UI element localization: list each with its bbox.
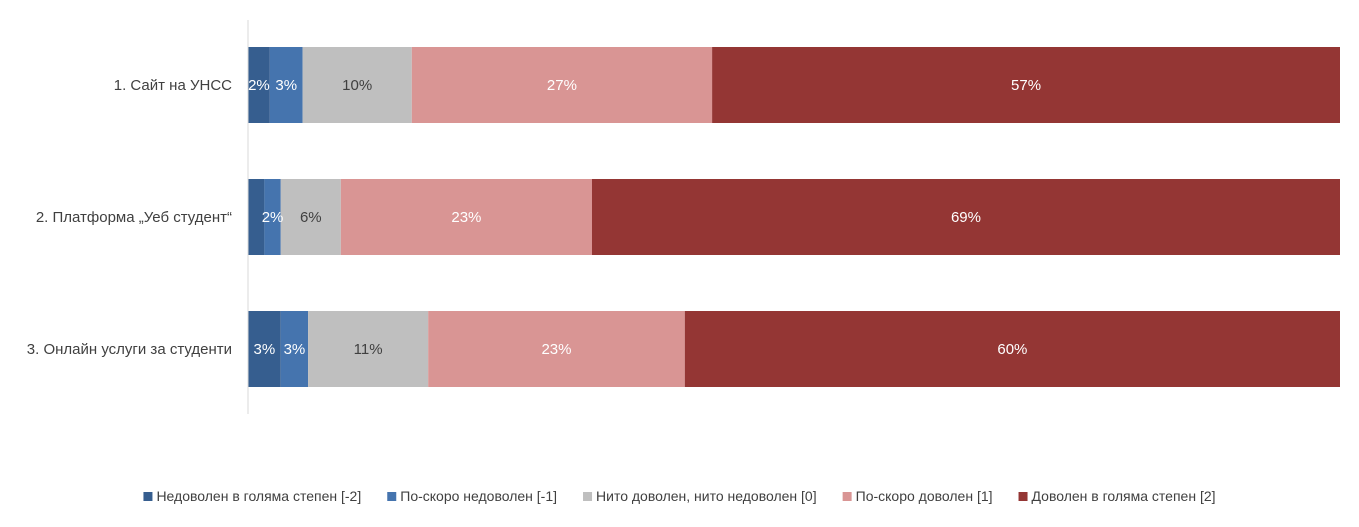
data-label: 69% (951, 209, 981, 226)
bar-segment (280, 179, 341, 255)
data-label: 27% (547, 77, 577, 94)
data-label: 57% (1011, 77, 1041, 94)
bar-segment (248, 311, 281, 387)
legend-item: Недоволен в голяма степен [-2] (143, 488, 361, 504)
legend-swatch (842, 492, 852, 501)
data-label: 3% (284, 341, 306, 358)
category-label: 2. Платформа „Уеб студент“ (36, 209, 232, 226)
legend-item: Доволен в голяма степен [2] (1018, 488, 1216, 504)
bar-segment (269, 47, 303, 123)
bar-segment (280, 311, 309, 387)
bar-segment (411, 47, 713, 123)
bar-segment (340, 179, 592, 255)
legend-label: По-скоро доволен [1] (856, 488, 993, 504)
bar-segment (684, 311, 1340, 387)
bars-layer (248, 47, 1340, 387)
data-label: 2% (248, 77, 270, 94)
data-label: 6% (300, 209, 322, 226)
data-labels-layer: 2% 3% 10% 27% 57% 2% 6% 23% 69% 3% 3% 11% 23% 60% (248, 77, 1041, 358)
legend: Недоволен в голяма степен [-2] По-скоро н… (143, 488, 1216, 504)
data-label: 2% (262, 209, 284, 226)
bar-segment (712, 47, 1340, 123)
legend-label: Недоволен в голяма степен [-2] (156, 488, 361, 504)
data-label: 60% (997, 341, 1027, 358)
legend-swatch (1018, 492, 1028, 501)
legend-item: По-скоро доволен [1] (842, 488, 993, 504)
legend-swatch (583, 492, 593, 501)
legend-label: По-скоро недоволен [-1] (400, 488, 557, 504)
bar-segment (264, 179, 281, 255)
legend-swatch (143, 492, 153, 501)
data-label: 10% (342, 77, 372, 94)
data-label: 11% (354, 341, 383, 358)
legend-swatch (387, 492, 397, 501)
legend-item: По-скоро недоволен [-1] (387, 488, 557, 504)
bar-segment (248, 179, 265, 255)
data-label: 3% (254, 341, 276, 358)
bar-segment (248, 47, 270, 123)
category-label: 1. Сайт на УНСС (114, 77, 232, 94)
legend-label: Доволен в голяма степен [2] (1032, 488, 1216, 504)
category-labels-layer: 1. Сайт на УНСС 2. Платформа „Уеб студент… (27, 77, 232, 358)
legend-item: Нито доволен, нито недоволен [0] (583, 488, 817, 504)
data-label: 23% (451, 209, 481, 226)
data-label: 3% (275, 77, 297, 94)
category-label: 3. Онлайн услуги за студенти (27, 341, 232, 358)
legend-label: Нито доволен, нито недоволен [0] (596, 488, 817, 504)
data-label: 23% (541, 341, 571, 358)
bar-segment (308, 311, 429, 387)
bar-segment (302, 47, 412, 123)
bar-segment (428, 311, 685, 387)
bar-segment (591, 179, 1340, 255)
